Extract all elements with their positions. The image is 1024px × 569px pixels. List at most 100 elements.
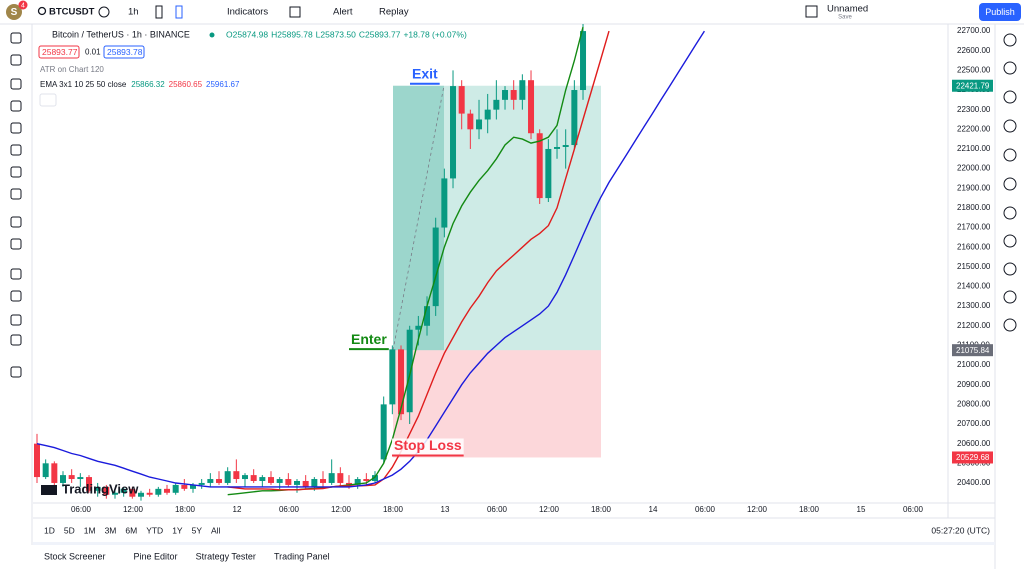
- tool-icon[interactable]: [10, 122, 22, 134]
- layouts-icon[interactable]: [289, 6, 301, 18]
- candle-body: [510, 90, 517, 100]
- tool-icon[interactable]: [10, 144, 22, 156]
- candle-body: [571, 90, 578, 146]
- replay-button[interactable]: Replay: [379, 7, 409, 18]
- bottom-tab[interactable]: Strategy Tester: [196, 551, 256, 561]
- bottom-tab[interactable]: Stock Screener: [44, 551, 106, 561]
- ohlc-value: O25874.98: [226, 29, 268, 39]
- layout-name[interactable]: Unnamed: [827, 4, 868, 15]
- y-tick-label: 22500.00: [957, 65, 991, 74]
- candle-body: [424, 306, 431, 326]
- interval[interactable]: 1h: [128, 7, 139, 18]
- collapse-button[interactable]: [39, 93, 57, 107]
- range-button[interactable]: 1Y: [172, 525, 183, 535]
- bottom-tab[interactable]: Pine Editor: [134, 551, 178, 561]
- save-label[interactable]: Save: [838, 15, 852, 21]
- candle-body: [250, 475, 257, 481]
- range-button[interactable]: 3M: [105, 525, 117, 535]
- candle-body: [536, 133, 543, 199]
- bar-type-icon[interactable]: [175, 5, 183, 19]
- candle-body: [112, 492, 119, 495]
- candle-body: [354, 479, 361, 485]
- stop-price-tag-bg: [952, 451, 993, 464]
- x-tick-label: 06:00: [487, 505, 508, 514]
- range-button[interactable]: 1M: [84, 525, 96, 535]
- ohlc-value: +18.78 (+0.07%): [403, 29, 466, 39]
- candle-body: [432, 227, 439, 307]
- indicators-button[interactable]: Indicators: [227, 7, 268, 18]
- y-tick-label: 20900.00: [957, 380, 991, 389]
- candle-body: [493, 99, 500, 110]
- range-button[interactable]: 5D: [64, 525, 75, 535]
- enter-label-bg: [349, 332, 389, 350]
- candle-body: [259, 477, 266, 481]
- y-tick-label: 20600.00: [957, 439, 991, 448]
- side-icon[interactable]: [1003, 90, 1017, 104]
- ema-value: 25860.65: [169, 80, 203, 89]
- side-icon[interactable]: [1003, 290, 1017, 304]
- x-tick-label: 12:00: [331, 505, 352, 514]
- candle-body: [441, 178, 448, 228]
- y-tick-label: 22700.00: [957, 26, 991, 35]
- tool-icon[interactable]: [10, 314, 22, 326]
- bottom-tab[interactable]: Trading Panel: [274, 551, 330, 561]
- x-tick-label: 18:00: [799, 505, 820, 514]
- candle-body: [77, 477, 84, 480]
- tool-icon[interactable]: [10, 334, 22, 346]
- candle-body: [320, 479, 327, 483]
- tool-icon[interactable]: [10, 216, 22, 228]
- bid-box: [38, 45, 80, 59]
- search-icon[interactable]: [37, 6, 47, 16]
- range-button[interactable]: YTD: [146, 525, 163, 535]
- tool-icon[interactable]: [10, 188, 22, 200]
- tool-icon[interactable]: [10, 54, 22, 66]
- candle-type-icon[interactable]: [155, 5, 163, 19]
- x-tick-label: 12: [233, 505, 242, 514]
- candle-body: [268, 477, 275, 483]
- side-icon[interactable]: [1003, 148, 1017, 162]
- side-icon[interactable]: [1003, 262, 1017, 276]
- symbol[interactable]: BTCUSDT: [49, 7, 95, 18]
- x-tick-label: 06:00: [903, 505, 924, 514]
- entry-price-tag: 21075.84: [956, 346, 990, 355]
- side-icon[interactable]: [1003, 33, 1017, 47]
- tool-icon[interactable]: [10, 32, 22, 44]
- candle-body: [294, 480, 301, 485]
- candle-body: [302, 480, 309, 487]
- tool-icon[interactable]: [10, 78, 22, 90]
- side-icon[interactable]: [1003, 119, 1017, 133]
- ask: 25893.78: [107, 47, 143, 57]
- side-icon[interactable]: [1003, 61, 1017, 75]
- candle-body: [363, 479, 370, 481]
- publish-button[interactable]: [979, 3, 1021, 21]
- tool-icon[interactable]: [10, 290, 22, 302]
- side-icon[interactable]: [1003, 206, 1017, 220]
- bid: 25893.77: [42, 47, 78, 57]
- candle-body: [242, 475, 249, 480]
- candle-body: [86, 477, 93, 491]
- status-dot: [209, 32, 215, 38]
- x-tick-label: 14: [649, 505, 658, 514]
- candle-body: [146, 492, 153, 495]
- layout-icon[interactable]: [805, 5, 818, 18]
- candle-body: [276, 479, 283, 483]
- y-tick-label: 21700.00: [957, 223, 991, 232]
- tool-icon[interactable]: [10, 238, 22, 250]
- tool-icon[interactable]: [10, 100, 22, 112]
- tool-icon[interactable]: [10, 166, 22, 178]
- publish-label[interactable]: Publish: [985, 7, 1015, 17]
- range-button[interactable]: 1D: [44, 525, 55, 535]
- candle-body: [51, 463, 58, 483]
- range-button[interactable]: 6M: [125, 525, 137, 535]
- side-icon[interactable]: [1003, 177, 1017, 191]
- side-icon[interactable]: [1003, 234, 1017, 248]
- avatar[interactable]: [6, 4, 22, 20]
- range-button[interactable]: 5Y: [192, 525, 203, 535]
- tool-icon[interactable]: [10, 366, 22, 378]
- compare-icon[interactable]: [98, 6, 110, 18]
- alert-button[interactable]: Alert: [333, 7, 353, 18]
- tool-icon[interactable]: [10, 268, 22, 280]
- range-button[interactable]: All: [211, 525, 221, 535]
- side-icon[interactable]: [1003, 318, 1017, 332]
